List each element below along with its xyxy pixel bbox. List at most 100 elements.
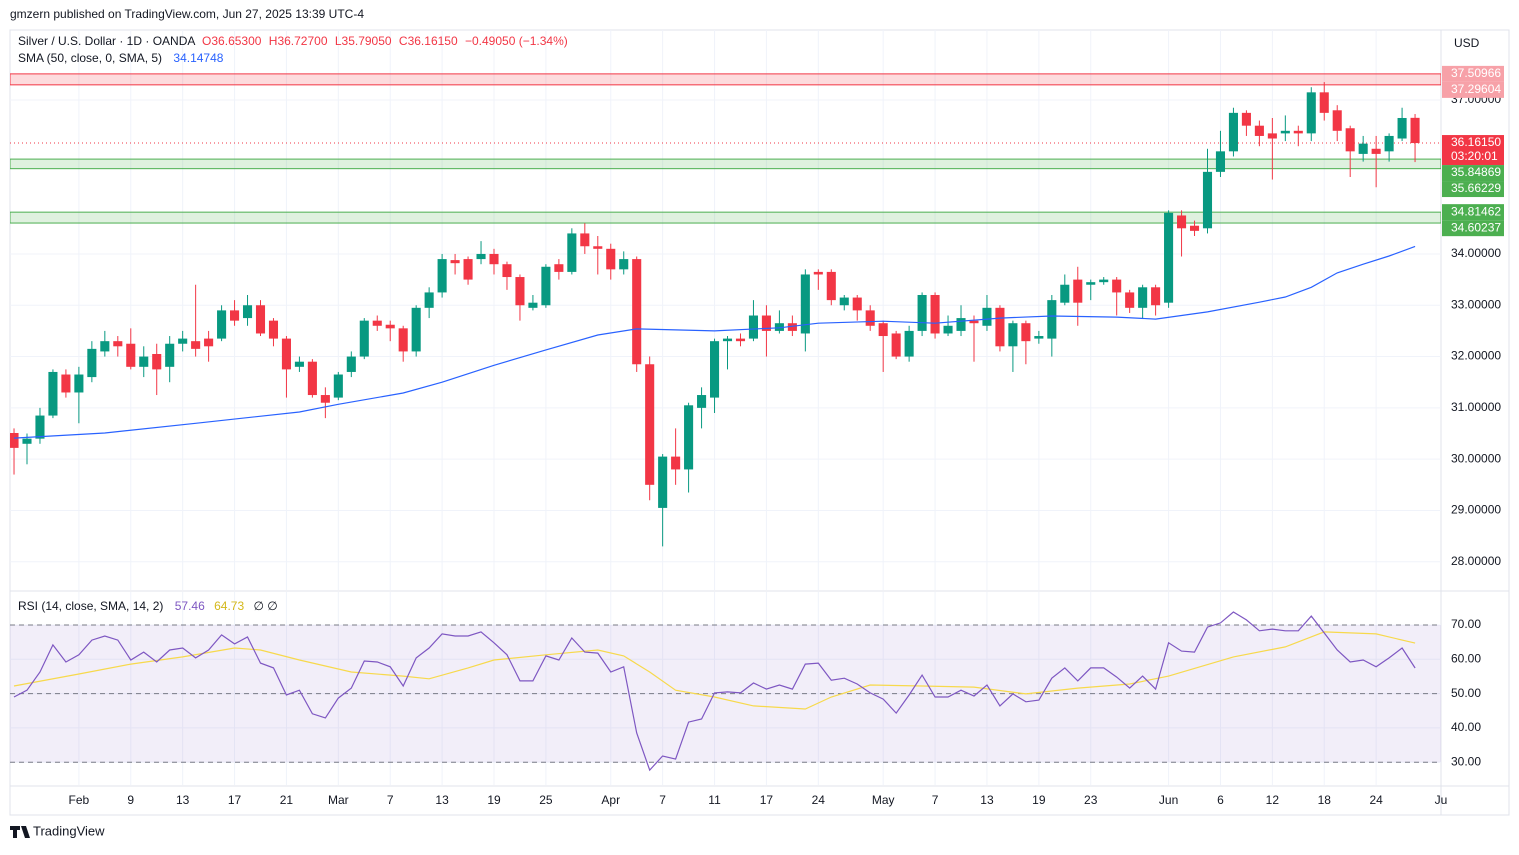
zones xyxy=(10,73,1441,224)
candle-body xyxy=(878,323,888,337)
legend-change: −0.49050 (−1.34%) xyxy=(465,34,568,48)
candle-body xyxy=(1384,135,1394,152)
x-tick-label: 24 xyxy=(1369,793,1383,807)
candle-body xyxy=(217,310,227,339)
candle-body xyxy=(684,405,694,470)
candle-body xyxy=(1047,300,1057,339)
candle-body xyxy=(645,364,655,485)
price-tag-label: 37.29604 xyxy=(1451,82,1501,96)
candle-body xyxy=(113,341,123,347)
rsi-tick-label: 50.00 xyxy=(1451,686,1481,700)
y-tick-label: 33.00000 xyxy=(1451,297,1501,311)
price-tag-label: 36.16150 xyxy=(1451,135,1501,149)
price-tag xyxy=(1442,65,1504,82)
candle-body xyxy=(178,338,188,344)
candle-body xyxy=(1280,130,1290,134)
x-tick-label: 13 xyxy=(176,793,190,807)
candle-body xyxy=(242,305,253,319)
candle-body xyxy=(346,356,356,372)
currency-box[interactable] xyxy=(1446,34,1486,54)
rsi-extra: ∅ ∅ xyxy=(253,599,277,613)
candle-body xyxy=(1293,130,1303,134)
candle-body xyxy=(528,302,538,308)
candle-body xyxy=(593,246,603,249)
candle-body xyxy=(372,320,382,326)
x-tick-label: 7 xyxy=(387,793,394,807)
countdown: 03:20:01 xyxy=(1451,149,1498,163)
y-tick-label: 29.00000 xyxy=(1451,503,1501,517)
candle-body xyxy=(839,297,849,306)
candle-body xyxy=(619,259,629,270)
candle-body xyxy=(826,271,836,301)
candle-body xyxy=(320,395,330,403)
candle-body xyxy=(1202,171,1213,229)
zone xyxy=(10,211,1441,224)
x-tick-label: 25 xyxy=(539,793,553,807)
legend-close: C36.16150 xyxy=(399,34,458,48)
candle-body xyxy=(1151,287,1161,306)
candle-body xyxy=(774,323,784,331)
candle-body xyxy=(48,371,58,416)
candle-body xyxy=(307,361,317,396)
candle-body xyxy=(1086,282,1096,285)
candle-body xyxy=(697,395,707,408)
candles xyxy=(10,82,1420,547)
candle-body xyxy=(61,374,71,393)
candle-body xyxy=(930,294,940,334)
candle-body xyxy=(476,253,486,260)
price-tag-label: 35.84869 xyxy=(1451,165,1501,179)
candle-body xyxy=(515,277,525,306)
candle-body xyxy=(1138,287,1148,308)
candle-body xyxy=(1164,212,1174,303)
candle-body xyxy=(995,307,1005,347)
rsi-tick-label: 30.00 xyxy=(1451,754,1481,768)
price-tag xyxy=(1442,204,1504,221)
candle-body xyxy=(787,323,797,331)
candle-body xyxy=(437,259,447,293)
rsi-line xyxy=(13,611,1416,772)
candle-body xyxy=(359,320,369,357)
sma-name: SMA (50, close, 0, SMA, 5) xyxy=(18,51,162,65)
candle-body xyxy=(632,259,642,365)
x-tick-label: 12 xyxy=(1266,793,1280,807)
brand: TradingView xyxy=(33,823,105,838)
legend-low: L35.79050 xyxy=(335,34,392,48)
legend-open: O36.65300 xyxy=(202,34,262,48)
candle-body xyxy=(1345,128,1355,152)
candle-body xyxy=(74,374,84,393)
candle-body xyxy=(761,315,771,331)
candle-body xyxy=(1358,143,1368,154)
candle-body xyxy=(554,264,564,272)
x-tick-label: 9 xyxy=(127,793,134,807)
price-tag xyxy=(1442,165,1504,182)
candle-body xyxy=(398,328,408,352)
currency[interactable]: USD xyxy=(1454,36,1480,50)
candle-body xyxy=(294,361,304,367)
candle-body xyxy=(1332,110,1342,131)
rsi-sma-value: 64.73 xyxy=(214,599,244,613)
x-tick-label: 7 xyxy=(659,793,666,807)
candle-body xyxy=(1306,92,1316,134)
x-tick-label: Apr xyxy=(601,793,620,807)
candle-body xyxy=(982,307,992,326)
legend-high: H36.72700 xyxy=(269,34,328,48)
candle-body xyxy=(10,433,19,448)
rsi-tick-label: 60.00 xyxy=(1451,651,1481,665)
price-tag xyxy=(1442,81,1504,98)
rsi-sma-line xyxy=(13,631,1416,710)
legend-rsi: RSI (14, close, SMA, 14, 2) 57.46 64.73 … xyxy=(18,599,278,613)
candle-body xyxy=(904,330,914,357)
candle-body xyxy=(191,341,201,349)
candle-body xyxy=(722,338,733,342)
x-tick-label: Jun xyxy=(1159,793,1178,807)
rsi-tick-label: 40.00 xyxy=(1451,720,1481,734)
candle-body xyxy=(1099,279,1109,283)
candle-body xyxy=(489,253,499,265)
candle-body xyxy=(1060,284,1070,303)
price-tag xyxy=(1442,220,1504,237)
x-tick-label: 7 xyxy=(932,793,939,807)
y-tick-label: 28.00000 xyxy=(1451,554,1501,568)
candle-body xyxy=(1112,279,1122,293)
